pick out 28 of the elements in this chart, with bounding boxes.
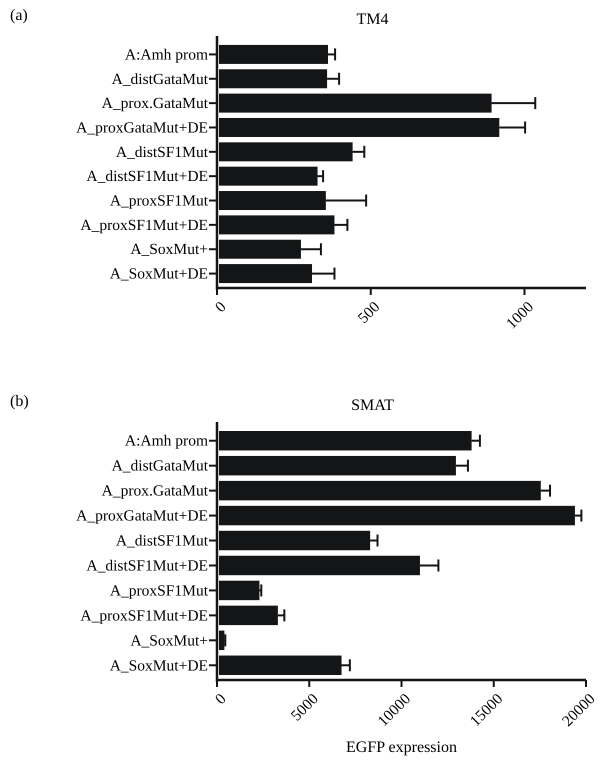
y-tick-label: A_proxGataMut+DE — [76, 508, 208, 525]
y-tick-label: A_proxSF1Mut — [110, 192, 209, 210]
x-tick-label: 0 — [212, 298, 230, 316]
y-tick-label: A_SoxMut+ — [130, 632, 208, 650]
y-tick-label: A_distSF1Mut+DE — [86, 557, 208, 574]
y-tick-label: A_distGataMut — [112, 458, 209, 475]
y-tick-label: A:Amh prom — [124, 432, 208, 450]
y-tick-label: A_distSF1Mut — [116, 144, 209, 161]
y-tick-label: A_distSF1Mut+DE — [86, 168, 208, 186]
y-tick-label: A_proxSF1Mut+DE — [80, 216, 208, 234]
x-tick-label: 500 — [354, 298, 384, 327]
y-tick-label: A_distSF1Mut — [116, 532, 209, 550]
x-axis-title: EGFP expression — [346, 739, 457, 756]
y-tick-label: A_proxSF1Mut+DE — [80, 607, 208, 624]
y-tick-label: A_proxGataMut+DE — [76, 119, 208, 136]
y-tick-label: A_distGataMut — [112, 70, 209, 88]
y-tick-label: A_proxSF1Mut — [110, 582, 209, 600]
text: (b) — [10, 393, 29, 410]
chart-title: TM4 — [356, 11, 388, 28]
y-tick-label: A_SoxMut+ — [130, 241, 208, 258]
y-tick-label: A_SoxMut+DE — [110, 266, 208, 283]
y-tick-label: A_prox.GataMut — [102, 95, 209, 112]
y-tick-label: A:Amh prom — [124, 46, 208, 64]
y-tick-label: A_SoxMut+DE — [110, 657, 208, 674]
y-tick-label: A_prox.GataMut — [102, 482, 209, 500]
chart-title: SMAT — [351, 397, 394, 414]
text: (a) — [10, 7, 28, 24]
x-tick-label: 0 — [212, 690, 230, 708]
